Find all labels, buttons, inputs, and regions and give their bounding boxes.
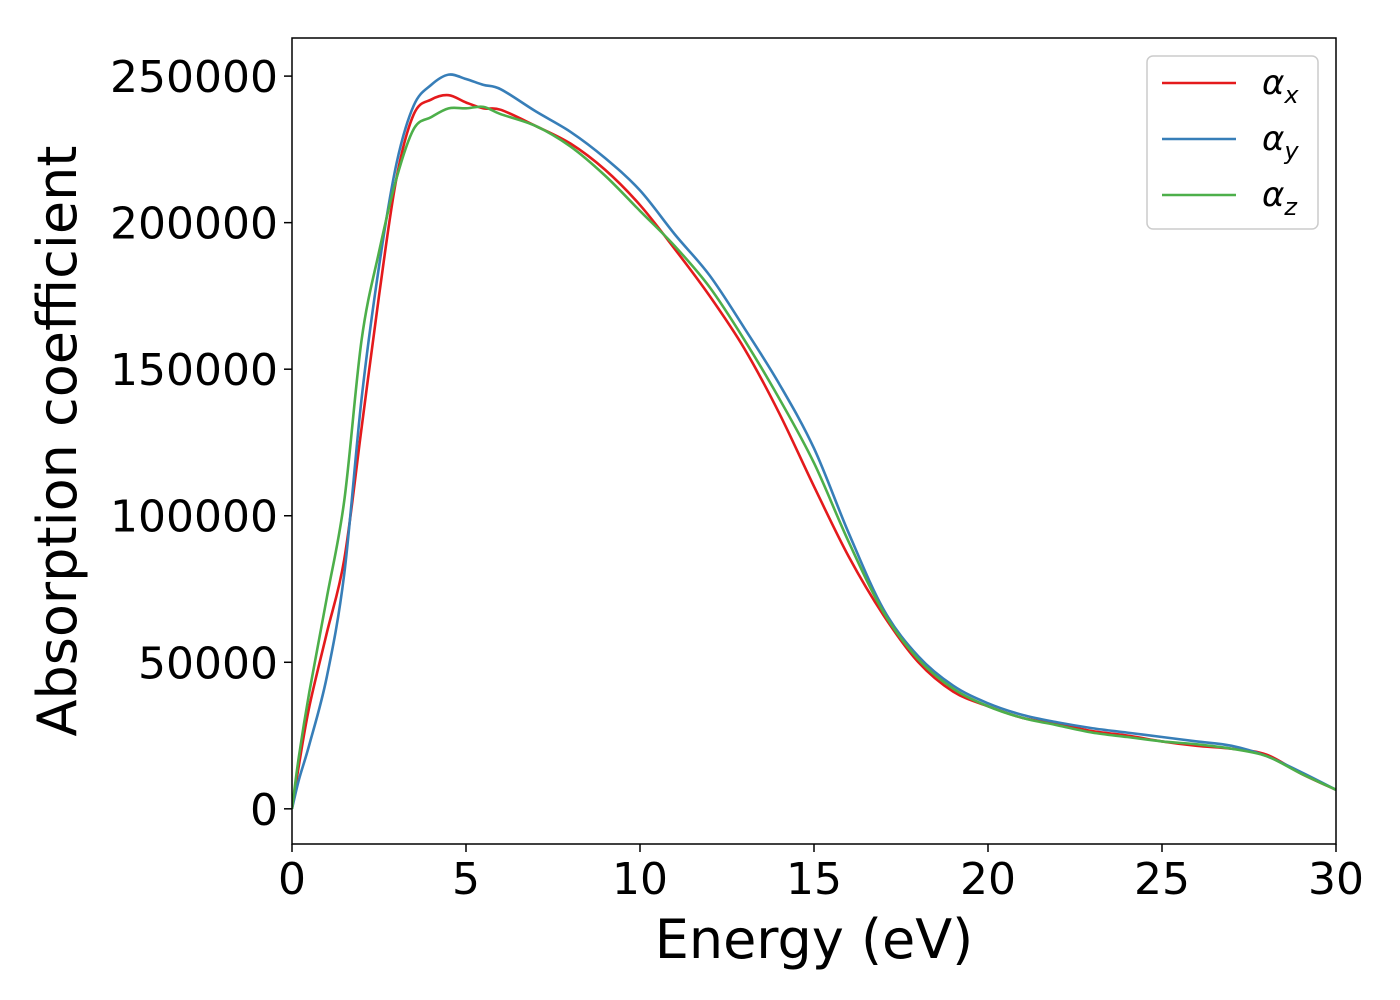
y-tick-label: 200000 — [110, 199, 278, 250]
y-axis-ticks: 0 50000 100000 150000 200000 250000 — [110, 52, 292, 836]
y-tick-label: 150000 — [110, 345, 278, 396]
x-tick-label: 5 — [452, 854, 480, 905]
legend-box — [1146, 55, 1319, 230]
legend-label-alpha-y: αy — [1262, 119, 1299, 165]
y-tick-label: 0 — [250, 785, 278, 836]
series-line-alpha-z — [292, 105, 1336, 810]
legend-label-alpha-x: αx — [1262, 63, 1299, 109]
y-tick-label: 100000 — [110, 492, 278, 543]
series-line-alpha-y — [292, 73, 1336, 810]
x-tick-label: 30 — [1308, 854, 1364, 905]
x-axis-label: Energy (eV) — [655, 908, 974, 971]
y-tick-label: 250000 — [110, 52, 278, 103]
x-axis-ticks: 0 5 10 15 20 25 30 — [278, 844, 1364, 905]
legend-entries: αx αy αz — [1162, 63, 1299, 221]
x-tick-label: 25 — [1134, 854, 1190, 905]
y-tick-label: 50000 — [138, 638, 278, 689]
x-tick-label: 20 — [960, 854, 1016, 905]
series-line-alpha-x — [292, 93, 1336, 810]
y-axis-label: Absorption coefficient — [26, 146, 89, 737]
legend-label-alpha-z: αz — [1262, 175, 1298, 221]
x-tick-label: 15 — [786, 854, 842, 905]
x-tick-label: 0 — [278, 854, 306, 905]
x-tick-label: 10 — [612, 854, 668, 905]
legend: αx αy αz — [1146, 55, 1319, 230]
series-layer — [292, 73, 1336, 810]
